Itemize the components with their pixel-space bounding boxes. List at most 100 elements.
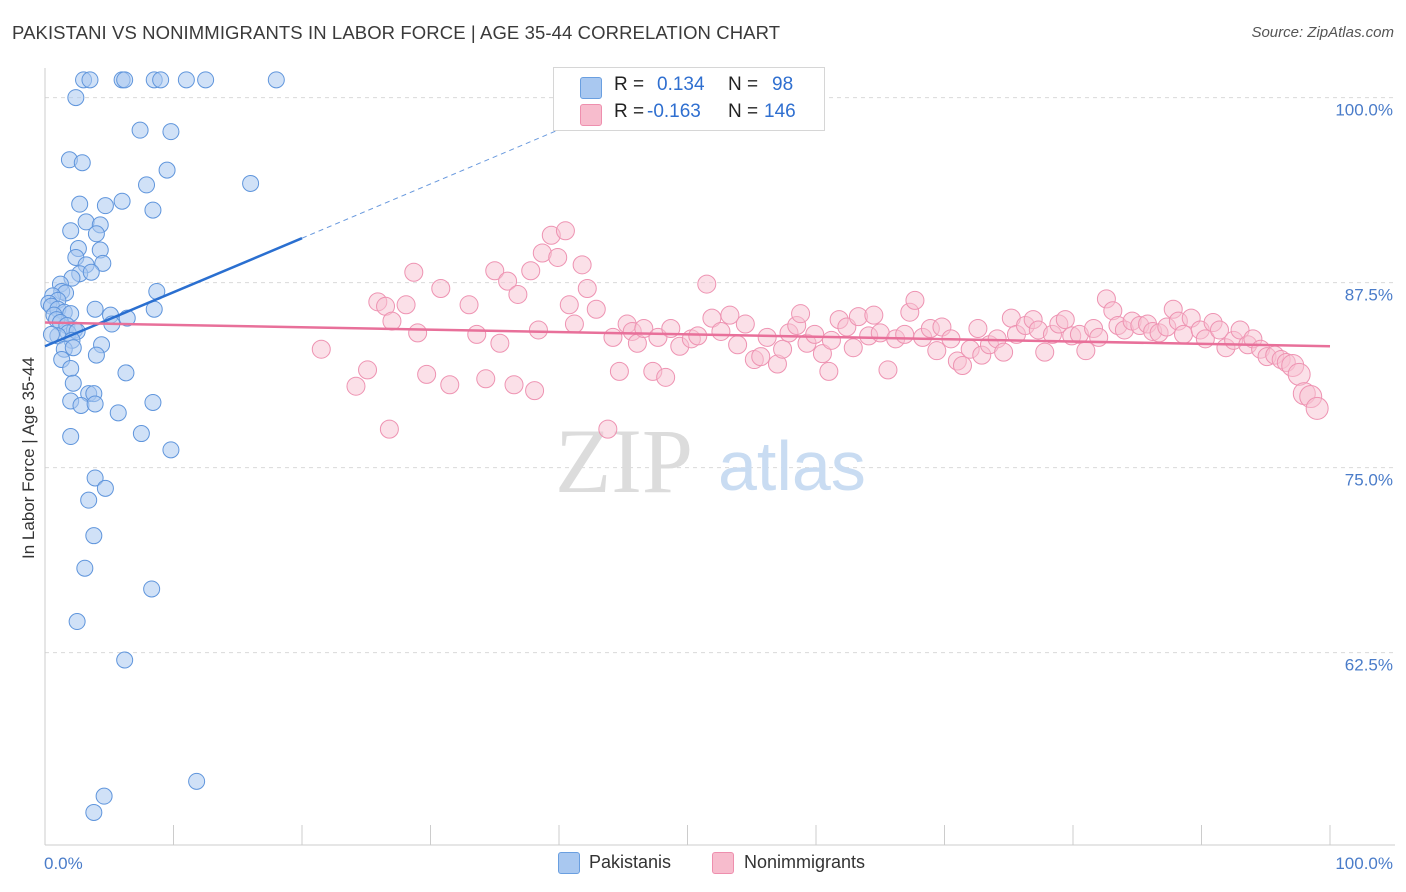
legend-n-label: N = <box>728 74 759 95</box>
point-pakistanis <box>117 364 135 382</box>
point-pakistanis <box>94 254 112 272</box>
point-pakistanis <box>96 479 114 497</box>
point-nonimmigrants <box>1174 324 1194 344</box>
point-pakistanis <box>81 71 99 89</box>
point-pakistanis <box>144 201 162 219</box>
point-pakistanis <box>242 174 260 192</box>
point-pakistanis <box>67 89 85 107</box>
point-pakistanis <box>86 395 104 413</box>
point-nonimmigrants <box>404 262 424 282</box>
legend-swatch-pakistanis <box>580 77 602 99</box>
x-tick-labels: 0.0% 100.0% <box>44 854 1393 873</box>
bottom-legend-nonimmigrants: Nonimmigrants <box>744 852 866 872</box>
point-nonimmigrants <box>791 304 811 324</box>
point-pakistanis <box>113 192 131 210</box>
point-nonimmigrants <box>548 247 568 267</box>
point-nonimmigrants <box>656 367 676 387</box>
point-pakistanis <box>62 359 80 377</box>
point-pakistanis <box>62 428 80 446</box>
point-nonimmigrants <box>408 323 428 343</box>
point-nonimmigrants <box>697 274 717 294</box>
point-nonimmigrants <box>1305 396 1329 420</box>
y-axis-label: In Labor Force | Age 35-44 <box>19 357 38 559</box>
point-nonimmigrants <box>757 327 777 347</box>
point-pakistanis <box>143 580 161 598</box>
point-nonimmigrants <box>525 381 545 401</box>
y-tick-labels: 100.0% 87.5% 75.0% 62.5% <box>1335 101 1393 675</box>
point-nonimmigrants <box>485 261 505 281</box>
legend-r-value-pakistanis: 0.134 <box>657 74 705 95</box>
point-pakistanis <box>162 123 180 141</box>
point-pakistanis <box>162 441 180 459</box>
point-pakistanis <box>76 559 94 577</box>
point-nonimmigrants <box>467 324 487 344</box>
point-nonimmigrants <box>1209 320 1229 340</box>
point-nonimmigrants <box>1035 342 1055 362</box>
point-pakistanis <box>86 469 104 487</box>
point-pakistanis <box>62 222 80 240</box>
point-nonimmigrants <box>864 305 884 325</box>
point-nonimmigrants <box>878 360 898 380</box>
legend-row-pakistanis: R = 0.134 N = 98 <box>554 74 824 100</box>
point-nonimmigrants <box>821 330 841 350</box>
series-pakistanis-points <box>40 71 285 821</box>
trend-line-nonimmigrants <box>44 321 1331 348</box>
point-pakistanis <box>116 71 134 89</box>
point-nonimmigrants <box>751 347 771 367</box>
x-tick-label-1: 100.0% <box>1335 854 1393 873</box>
point-pakistanis <box>64 339 82 357</box>
point-nonimmigrants <box>598 419 618 439</box>
watermark-atlas: atlas <box>718 427 866 505</box>
point-nonimmigrants <box>927 341 947 361</box>
point-nonimmigrants <box>812 344 832 364</box>
point-pakistanis <box>87 346 105 364</box>
y-tick-label-3: 62.5% <box>1345 656 1393 675</box>
point-nonimmigrants <box>572 255 592 275</box>
point-nonimmigrants <box>843 338 863 358</box>
bottom-legend-pakistanis: Pakistanis <box>589 852 672 872</box>
legend-row-nonimmigrants: R = -0.163 N = 146 <box>554 101 824 127</box>
point-nonimmigrants <box>564 314 584 334</box>
point-nonimmigrants <box>968 318 988 338</box>
point-nonimmigrants <box>609 361 629 381</box>
point-nonimmigrants <box>559 295 579 315</box>
point-nonimmigrants <box>431 279 451 299</box>
point-pakistanis <box>131 121 149 139</box>
point-pakistanis <box>109 404 127 422</box>
point-pakistanis <box>85 527 103 545</box>
point-nonimmigrants <box>728 335 748 355</box>
point-pakistanis <box>158 161 176 179</box>
point-pakistanis <box>267 71 285 89</box>
point-pakistanis <box>64 374 82 392</box>
trend-lines <box>44 123 1331 348</box>
watermark-zip: ZIP <box>555 410 693 512</box>
point-pakistanis <box>71 195 89 213</box>
point-nonimmigrants <box>476 369 496 389</box>
y-tick-label-1: 87.5% <box>1345 286 1393 305</box>
point-pakistanis <box>152 71 170 89</box>
point-pakistanis <box>86 300 104 318</box>
correlation-legend: R = 0.134 N = 98 R = -0.163 N = 146 <box>553 67 825 131</box>
point-pakistanis <box>68 613 86 631</box>
point-pakistanis <box>132 425 150 443</box>
point-pakistanis <box>177 71 195 89</box>
point-nonimmigrants <box>504 375 524 395</box>
point-pakistanis <box>73 154 91 172</box>
source-label: Source: ZipAtlas.com <box>1251 24 1394 41</box>
point-nonimmigrants <box>819 361 839 381</box>
point-nonimmigrants <box>379 419 399 439</box>
watermark: ZIP atlas <box>555 410 866 512</box>
point-pakistanis <box>96 197 114 215</box>
point-nonimmigrants <box>1055 310 1075 330</box>
point-nonimmigrants <box>805 324 825 344</box>
legend-r-label: R = <box>614 74 645 95</box>
point-pakistanis <box>82 263 100 281</box>
point-nonimmigrants <box>720 305 740 325</box>
point-nonimmigrants <box>346 376 366 396</box>
point-nonimmigrants <box>895 324 915 344</box>
point-nonimmigrants <box>586 299 606 319</box>
point-pakistanis <box>197 71 215 89</box>
point-pakistanis <box>85 803 103 821</box>
point-nonimmigrants <box>440 375 460 395</box>
chart-title: PAKISTANI VS NONIMMIGRANTS IN LABOR FORC… <box>12 22 781 43</box>
